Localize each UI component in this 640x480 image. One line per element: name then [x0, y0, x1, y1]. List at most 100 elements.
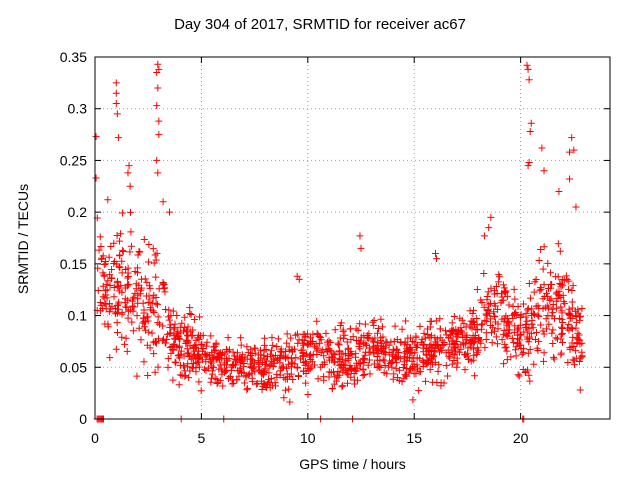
data-point: [128, 242, 136, 250]
data-point: [361, 355, 369, 363]
data-point: [448, 326, 456, 334]
data-point: [466, 339, 474, 347]
data-point: [429, 378, 437, 386]
data-point: [552, 273, 560, 281]
data-point: [492, 333, 500, 341]
data-point: [149, 307, 157, 315]
data-point: [314, 375, 322, 383]
data-point: [137, 275, 145, 283]
data-point: [346, 361, 354, 369]
data-point: [445, 334, 453, 342]
data-point: [191, 343, 199, 351]
data-point: [550, 315, 558, 323]
data-point: [540, 281, 548, 289]
data-point: [208, 370, 216, 378]
data-point: [422, 359, 430, 367]
data-point: [415, 368, 423, 376]
data-point: [331, 358, 339, 366]
data-point: [255, 360, 263, 368]
data-point: [141, 323, 149, 331]
data-point: [564, 324, 572, 332]
data-point: [522, 309, 530, 317]
data-point: [340, 334, 348, 342]
x-tick-label: 10: [300, 430, 316, 446]
data-point: [568, 298, 576, 306]
data-point: [492, 283, 500, 291]
data-point: [368, 336, 376, 344]
data-point: [262, 360, 270, 368]
data-point: [457, 327, 465, 335]
data-point: [526, 377, 534, 385]
data-point: [502, 287, 510, 295]
data-point: [186, 342, 194, 350]
data-point: [153, 301, 161, 309]
data-point: [172, 359, 180, 367]
data-point: [500, 360, 508, 368]
data-point: [502, 343, 510, 351]
data-point: [161, 339, 169, 347]
data-point: [527, 294, 535, 302]
data-point: [286, 398, 294, 406]
data-point: [464, 355, 472, 363]
data-point: [145, 328, 153, 336]
data-point: [346, 350, 354, 358]
data-point: [104, 277, 112, 285]
data-point: [464, 349, 472, 357]
data-point: [558, 315, 566, 323]
data-point: [484, 306, 492, 314]
data-point: [371, 344, 379, 352]
data-point-peak: [126, 182, 134, 190]
data-point: [283, 339, 291, 347]
data-point: [416, 322, 424, 330]
data-point: [101, 320, 109, 328]
data-point: [148, 329, 156, 337]
data-point: [536, 287, 544, 295]
data-point: [116, 264, 124, 272]
data-point: [106, 271, 114, 279]
data-point: [549, 309, 557, 317]
data-point: [111, 308, 119, 316]
data-point: [419, 344, 427, 352]
data-point: [510, 338, 518, 346]
data-point: [122, 303, 130, 311]
data-point: [442, 327, 450, 335]
data-point: [248, 374, 256, 382]
data-point: [412, 343, 420, 351]
data-point: [190, 350, 198, 358]
data-point: [480, 270, 488, 278]
data-point: [152, 273, 160, 281]
data-point: [364, 361, 372, 369]
data-point: [237, 334, 245, 342]
data-point: [390, 337, 398, 345]
data-point: [129, 327, 137, 335]
data-point: [136, 248, 144, 256]
data-point: [320, 373, 328, 381]
data-point: [237, 341, 245, 349]
data-point: [164, 313, 172, 321]
data-point: [112, 345, 120, 353]
data-point: [352, 353, 360, 361]
data-point: [303, 350, 311, 358]
data-point: [273, 370, 281, 378]
data-point: [540, 330, 548, 338]
data-point: [205, 355, 213, 363]
data-point: [405, 368, 413, 376]
data-point: [525, 325, 533, 333]
data-point: [499, 296, 507, 304]
data-point: [115, 263, 123, 271]
data-point: [197, 387, 205, 395]
data-point: [301, 330, 309, 338]
data-point: [101, 258, 109, 266]
data-point: [515, 324, 523, 332]
data-point: [552, 304, 560, 312]
data-point: [134, 251, 142, 259]
data-point: [203, 351, 211, 359]
data-point: [558, 307, 566, 315]
data-point: [138, 284, 146, 292]
data-point: [487, 315, 495, 323]
data-point: [572, 324, 580, 332]
data-point: [195, 378, 203, 386]
data-point: [130, 293, 138, 301]
data-point-peak: [568, 134, 576, 142]
data-point: [503, 347, 511, 355]
